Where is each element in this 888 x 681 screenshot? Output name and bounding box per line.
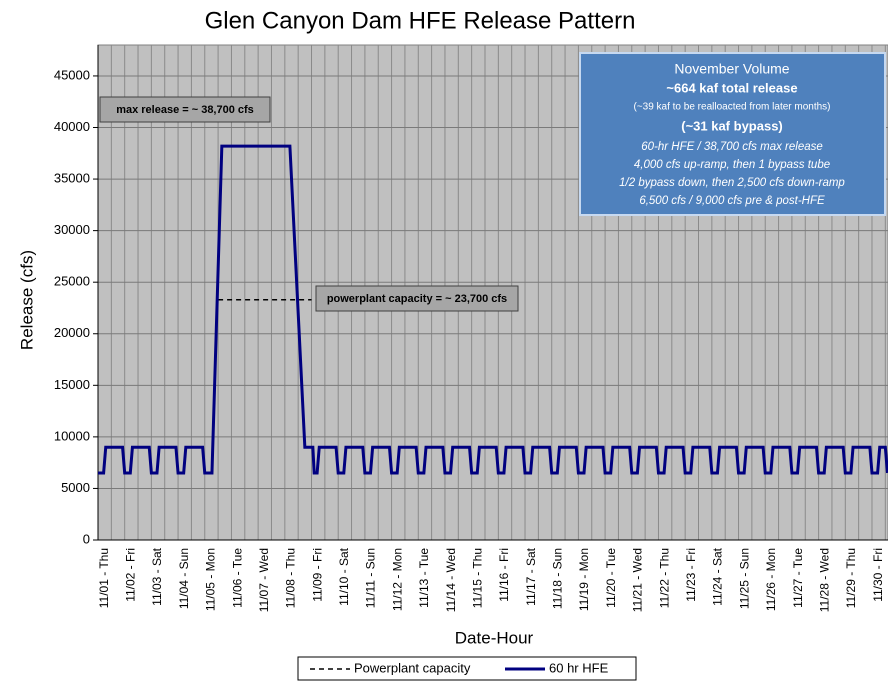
y-axis-label: Release (cfs) [17, 250, 36, 350]
y-tick-label: 5000 [61, 480, 90, 495]
info-text: (~39 kaf to be realloacted from later mo… [633, 102, 830, 113]
x-tick-label: 11/22 - Thu [657, 548, 671, 608]
x-tick-label: 11/27 - Tue [791, 548, 805, 608]
annotation: powerplant capacity = ~ 23,700 cfs [327, 293, 507, 305]
x-tick-label: 11/07 - Wed [257, 548, 271, 612]
x-tick-label: 11/19 - Mon [577, 548, 591, 611]
x-tick-label: 11/04 - Sun [177, 548, 191, 609]
x-tick-label: 11/23 - Fri [684, 548, 698, 602]
x-tick-label: 11/28 - Wed [817, 548, 831, 612]
x-tick-label: 11/06 - Tue [230, 548, 244, 608]
x-tick-label: 11/25 - Sun [737, 548, 751, 609]
y-tick-label: 20000 [54, 325, 90, 340]
y-tick-label: 10000 [54, 428, 90, 443]
x-tick-label: 11/16 - Fri [497, 548, 511, 602]
annotation: max release = ~ 38,700 cfs [116, 104, 254, 116]
annotation-box [99, 96, 271, 123]
y-tick-label: 25000 [54, 274, 90, 289]
info-text: November Volume [674, 61, 789, 77]
annotation-box [315, 285, 519, 312]
info-text: ~664 kaf total release [666, 80, 797, 95]
y-tick-label: 30000 [54, 222, 90, 237]
x-tick-label: 11/10 - Sat [337, 547, 351, 605]
info-box [579, 52, 886, 216]
x-axis-label: Date-Hour [455, 628, 534, 647]
x-tick-label: 11/12 - Mon [390, 548, 404, 611]
info-text: 4,000 cfs up-ramp, then 1 bypass tube [634, 159, 830, 171]
legend [297, 656, 637, 681]
x-tick-label: 11/01 - Thu [97, 548, 111, 608]
y-tick-label: 0 [83, 531, 90, 546]
x-tick-label: 11/26 - Mon [764, 548, 778, 611]
x-tick-label: 11/17 - Sat [524, 547, 538, 605]
x-tick-label: 11/18 - Sun [551, 548, 565, 609]
y-tick-label: 40000 [54, 119, 90, 134]
x-tick-label: 11/13 - Tue [417, 548, 431, 608]
y-tick-label: 35000 [54, 171, 90, 186]
x-tick-label: 11/03 - Sat [150, 547, 164, 605]
series-line [98, 144, 888, 475]
legend-label: 60 hr HFE [549, 660, 609, 675]
x-tick-label: 11/14 - Wed [444, 548, 458, 612]
info-text: (~31 kaf bypass) [681, 118, 783, 133]
x-tick-label: 11/20 - Tue [604, 548, 618, 608]
x-tick-label: 11/30 - Fri [871, 548, 885, 602]
y-tick-label: 15000 [54, 377, 90, 392]
x-tick-label: 11/24 - Sat [711, 547, 725, 605]
legend-label: Powerplant capacity [354, 660, 471, 675]
chart-title: Glen Canyon Dam HFE Release Pattern [205, 7, 636, 34]
x-tick-label: 11/09 - Fri [310, 548, 324, 602]
x-tick-label: 11/05 - Mon [204, 548, 218, 611]
info-text: 6,500 cfs / 9,000 cfs pre & post-HFE [639, 195, 825, 207]
x-tick-label: 11/08 - Thu [284, 548, 298, 608]
x-tick-label: 11/02 - Fri [124, 548, 138, 602]
x-tick-label: 11/29 - Thu [844, 548, 858, 608]
x-tick-label: 11/15 - Thu [470, 548, 484, 608]
x-tick-label: 11/21 - Wed [631, 548, 645, 612]
info-text: 60-hr HFE / 38,700 cfs max release [641, 141, 823, 153]
info-text: 1/2 bypass down, then 2,500 cfs down-ram… [619, 177, 845, 189]
y-tick-label: 45000 [54, 67, 90, 82]
x-tick-label: 11/11 - Sun [364, 548, 378, 608]
